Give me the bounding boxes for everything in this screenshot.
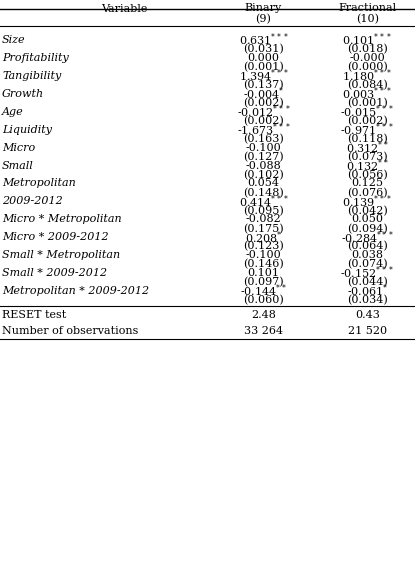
Text: (0.031): (0.031): [243, 44, 284, 55]
Text: Micro * Metropolitan: Micro * Metropolitan: [2, 214, 122, 225]
Text: (0.002): (0.002): [243, 116, 284, 126]
Text: 0.050: 0.050: [351, 214, 383, 225]
Text: (0.163): (0.163): [243, 134, 284, 144]
Text: 0.631$^{***}$: 0.631$^{***}$: [239, 32, 288, 48]
Text: (0.097): (0.097): [243, 278, 284, 288]
Text: (0.102): (0.102): [243, 170, 284, 180]
Text: 33 264: 33 264: [244, 326, 283, 336]
Text: (10): (10): [356, 14, 379, 25]
Text: -0.284$^{***}$: -0.284$^{***}$: [341, 229, 394, 246]
Text: (0.056): (0.056): [347, 170, 388, 180]
Text: -0.015$^{***}$: -0.015$^{***}$: [340, 103, 394, 120]
Text: 0.101$^{***}$: 0.101$^{***}$: [342, 32, 392, 48]
Text: -0.144$^{**}$: -0.144$^{**}$: [240, 283, 287, 299]
Text: -0.152$^{***}$: -0.152$^{***}$: [340, 265, 394, 282]
Text: 0.054: 0.054: [247, 178, 280, 189]
Text: -0.100: -0.100: [246, 250, 281, 260]
Text: 0.132$^{**}$: 0.132$^{**}$: [346, 157, 389, 174]
Text: 1.180$^{***}$: 1.180$^{***}$: [342, 68, 392, 84]
Text: Metropolitan: Metropolitan: [2, 178, 76, 189]
Text: (0.044): (0.044): [347, 278, 388, 288]
Text: (0.001): (0.001): [347, 98, 388, 108]
Text: (0.042): (0.042): [347, 206, 388, 216]
Text: -0.082: -0.082: [246, 214, 281, 225]
Text: -0.061$^{*}$: -0.061$^{*}$: [347, 283, 388, 299]
Text: Metropolitan * 2009-2012: Metropolitan * 2009-2012: [2, 286, 149, 296]
Text: (9): (9): [256, 14, 271, 25]
Text: (0.060): (0.060): [243, 295, 284, 306]
Text: Size: Size: [2, 35, 26, 45]
Text: (0.064): (0.064): [347, 242, 388, 252]
Text: 2.48: 2.48: [251, 310, 276, 320]
Text: -0.000: -0.000: [349, 53, 385, 63]
Text: 0.312$^{**}$: 0.312$^{**}$: [346, 139, 389, 156]
Text: (0.137): (0.137): [243, 80, 284, 91]
Text: 0.038: 0.038: [351, 250, 383, 260]
Text: Growth: Growth: [2, 89, 44, 99]
Text: -0.971$^{***}$: -0.971$^{***}$: [340, 121, 394, 138]
Text: Profitability: Profitability: [2, 53, 69, 63]
Text: (0.001): (0.001): [243, 62, 284, 72]
Text: 0.414$^{***}$: 0.414$^{***}$: [239, 193, 288, 210]
Text: (0.148): (0.148): [243, 188, 284, 198]
Text: (0.095): (0.095): [243, 206, 284, 216]
Text: (0.118): (0.118): [347, 134, 388, 144]
Text: (0.127): (0.127): [243, 152, 284, 162]
Text: 1.394$^{***}$: 1.394$^{***}$: [239, 68, 288, 84]
Text: Number of observations: Number of observations: [2, 326, 139, 336]
Text: (0.123): (0.123): [243, 242, 284, 252]
Text: Micro * 2009-2012: Micro * 2009-2012: [2, 232, 109, 242]
Text: Micro: Micro: [2, 142, 35, 153]
Text: RESET test: RESET test: [2, 310, 66, 320]
Text: -0.004$^{*}$: -0.004$^{*}$: [243, 85, 284, 102]
Text: Liquidity: Liquidity: [2, 125, 52, 135]
Text: (0.076): (0.076): [347, 188, 388, 198]
Text: Fractional: Fractional: [338, 2, 396, 13]
Text: 0.000: 0.000: [247, 53, 280, 63]
Text: (0.002): (0.002): [243, 98, 284, 108]
Text: Small * 2009-2012: Small * 2009-2012: [2, 268, 107, 278]
Text: (0.034): (0.034): [347, 295, 388, 306]
Text: 0.003$^{***}$: 0.003$^{***}$: [342, 85, 392, 102]
Text: 2009-2012: 2009-2012: [2, 196, 63, 206]
Text: (0.000): (0.000): [347, 62, 388, 72]
Text: (0.175): (0.175): [243, 223, 284, 234]
Text: (0.084): (0.084): [347, 80, 388, 91]
Text: 0.101: 0.101: [247, 268, 280, 278]
Text: Tangibility: Tangibility: [2, 71, 61, 81]
Text: Variable: Variable: [101, 4, 148, 14]
Text: 21 520: 21 520: [348, 326, 387, 336]
Text: (0.094): (0.094): [347, 223, 388, 234]
Text: -0.012$^{***}$: -0.012$^{***}$: [237, 103, 290, 120]
Text: (0.146): (0.146): [243, 259, 284, 270]
Text: Age: Age: [2, 106, 24, 117]
Text: 0.208$^{*}$: 0.208$^{*}$: [245, 229, 282, 246]
Text: Small: Small: [2, 161, 34, 171]
Text: (0.074): (0.074): [347, 259, 388, 270]
Text: 0.125: 0.125: [351, 178, 383, 189]
Text: (0.018): (0.018): [347, 44, 388, 55]
Text: -0.100: -0.100: [246, 142, 281, 153]
Text: 0.43: 0.43: [355, 310, 380, 320]
Text: Small * Metropolitan: Small * Metropolitan: [2, 250, 120, 260]
Text: -0.088: -0.088: [246, 161, 281, 171]
Text: 0.139$^{***}$: 0.139$^{***}$: [342, 193, 392, 210]
Text: (0.073): (0.073): [347, 152, 388, 162]
Text: -1.673$^{***}$: -1.673$^{***}$: [237, 121, 290, 138]
Text: Binary: Binary: [245, 2, 282, 13]
Text: (0.002): (0.002): [347, 116, 388, 126]
